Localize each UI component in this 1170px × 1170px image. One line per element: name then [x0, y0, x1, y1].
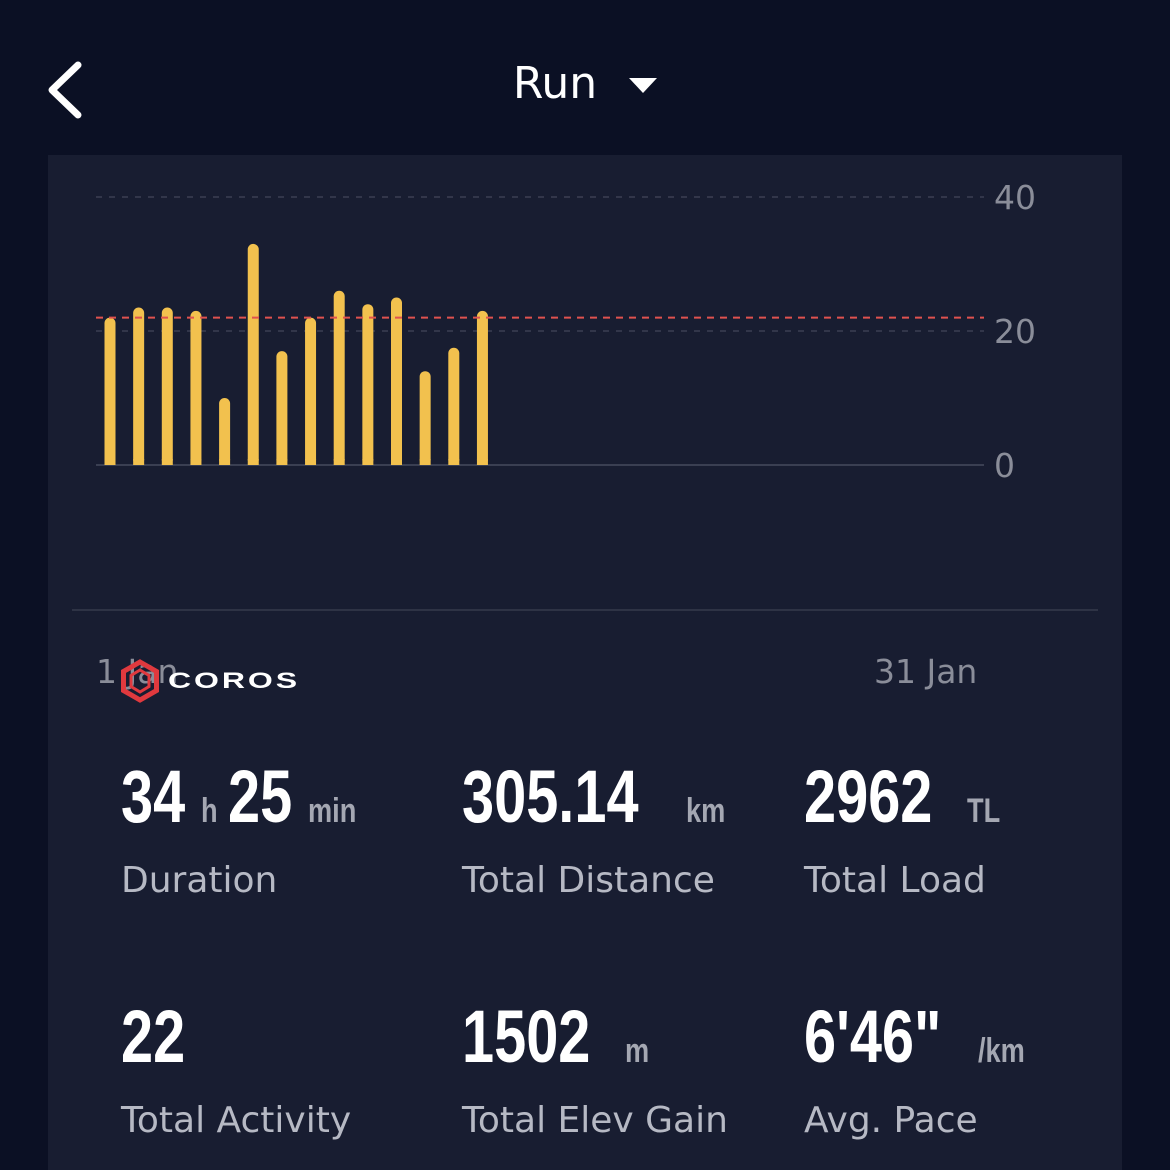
bar-day-12 [419, 371, 431, 465]
bar-day-5 [219, 398, 231, 465]
coros-logo: COROS [118, 659, 308, 703]
stat-unit: TL [966, 792, 1000, 830]
bar-base-day-7 [276, 459, 288, 465]
top-bar: Run [0, 0, 1170, 155]
bar-base-day-4 [190, 459, 202, 465]
stat-value: 34 h 25 min [121, 760, 441, 834]
stat-total-activity: 22 Total Activity [121, 1000, 441, 1142]
divider [72, 609, 1098, 611]
daily-distance-chart: 40 20 0 [96, 178, 1036, 485]
stat-label: Duration [121, 860, 278, 901]
bar-base-day-6 [247, 459, 259, 465]
stat-label: Avg. Pace [804, 1100, 978, 1141]
caret-down-icon [629, 78, 658, 93]
bar-base-day-8 [305, 459, 317, 465]
bar-day-10 [362, 304, 374, 465]
svg-text:COROS: COROS [168, 668, 300, 693]
stat-value: 2962 TL [804, 760, 1124, 834]
stat-value: 1502 m [462, 1000, 782, 1074]
title-area: Run [0, 58, 1170, 109]
bar-day-14 [476, 310, 488, 465]
bar-day-7 [276, 351, 288, 465]
stat-unit: min [308, 792, 357, 830]
coros-wordmark: COROS [168, 668, 300, 693]
bar-day-3 [161, 307, 173, 465]
stat-duration: 34 h 25 min Duration [121, 760, 441, 902]
stat-label: Total Distance [462, 860, 715, 901]
stat-label: Total Load [804, 860, 986, 901]
stat-value: 305.14 km [462, 760, 782, 834]
y-tick-label: 0 [994, 446, 1015, 485]
bar-base-day-1 [104, 459, 116, 465]
bar-base-day-14 [476, 459, 488, 465]
stat-number: 6'46" [804, 995, 942, 1078]
bar-base-day-10 [362, 459, 374, 465]
stat-unit: m [624, 1032, 649, 1070]
chevron-left-icon [48, 61, 82, 119]
stat-unit: /km [978, 1032, 1026, 1070]
bar-base-day-9 [333, 459, 345, 465]
stat-number: 1502 [462, 995, 591, 1078]
stat-number: 305.14 [462, 755, 639, 838]
stat-label: Total Activity [121, 1100, 352, 1141]
stat-number: 25 [228, 755, 293, 838]
page-title: Run [512, 58, 598, 109]
bar-day-1 [104, 317, 116, 465]
stat-unit: h [201, 792, 218, 830]
bar-day-13 [448, 347, 460, 465]
stat-total-distance: 305.14 km Total Distance [462, 760, 782, 902]
stat-number: 2962 [804, 755, 933, 838]
stat-value: 22 [121, 1000, 441, 1074]
x-axis-end-label: 31 Jan [874, 652, 978, 691]
stat-label: Total Elev Gain [462, 1100, 728, 1141]
y-tick-label: 40 [994, 178, 1036, 217]
bar-day-4 [190, 310, 202, 465]
coros-hexagon-icon [121, 659, 159, 703]
bar-base-day-11 [391, 459, 402, 465]
bar-day-2 [133, 307, 145, 465]
stat-number: 22 [121, 995, 186, 1078]
stat-unit: km [686, 792, 726, 830]
bar-base-day-12 [419, 459, 431, 465]
bar-base-day-2 [133, 459, 145, 465]
bar-day-8 [305, 317, 317, 465]
stat-number: 34 [121, 755, 186, 838]
stat-avg-pace: 6'46"/km Avg. Pace [804, 1000, 1124, 1142]
stat-value: 6'46"/km [804, 1000, 1124, 1074]
summary-panel: 40 20 0 1 Jan 31 Jan COROS 34 h 25 min Duratio… [48, 155, 1122, 1170]
bar-day-11 [391, 297, 402, 465]
y-tick-label: 20 [994, 312, 1036, 351]
bar-day-9 [333, 290, 345, 465]
bar-base-day-5 [219, 459, 231, 465]
stat-total-elev-gain: 1502 m Total Elev Gain [462, 1000, 782, 1142]
bar-base-day-13 [448, 459, 460, 465]
bar-day-6 [247, 243, 259, 465]
stat-total-load: 2962 TL Total Load [804, 760, 1124, 902]
bar-base-day-3 [161, 459, 173, 465]
sport-selector[interactable]: Run [512, 58, 658, 109]
back-button[interactable] [40, 55, 100, 125]
